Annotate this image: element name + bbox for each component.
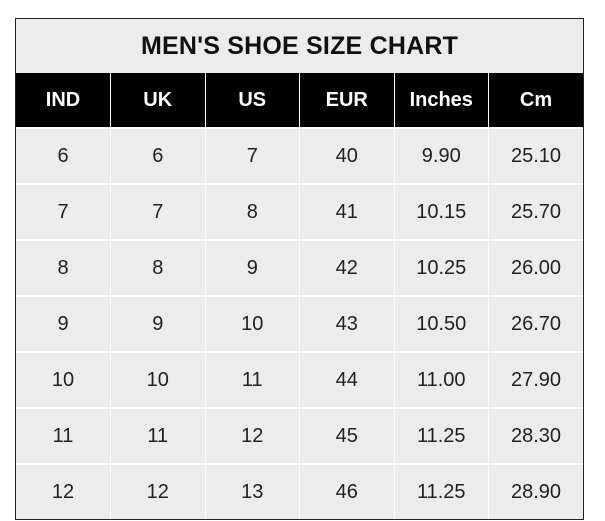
table-cell: 12: [110, 463, 205, 519]
table-cell: 9: [16, 295, 111, 352]
table-cell: 42: [299, 239, 394, 296]
header-row: IND UK US EUR Inches Cm: [16, 73, 583, 128]
column-header: IND: [16, 73, 111, 128]
table-row: 12 12 13 46 11.25 28.90: [16, 463, 583, 519]
column-header: US: [204, 73, 300, 128]
column-header: EUR: [299, 73, 394, 128]
chart-title: MEN'S SHOE SIZE CHART: [140, 31, 459, 60]
table-cell: 9.90: [393, 127, 489, 184]
table-cell: 10: [110, 351, 205, 408]
table-cell: 41: [299, 183, 394, 240]
table-cell: 11: [110, 407, 205, 464]
table-cell: 13: [204, 463, 300, 519]
table-cell: 28.30: [488, 407, 583, 464]
table-row: 10 10 11 44 11.00 27.90: [16, 351, 583, 408]
table-cell: 26.00: [488, 239, 583, 296]
table-cell: 26.70: [488, 295, 583, 352]
table-cell: 10: [16, 351, 111, 408]
table-cell: 8: [16, 239, 111, 296]
column-header: UK: [110, 73, 205, 128]
table-cell: 25.70: [488, 183, 583, 240]
size-chart: MEN'S SHOE SIZE CHART IND UK US EUR Inches Cm…: [15, 18, 584, 520]
table-cell: 7: [16, 183, 111, 240]
table-cell: 7: [110, 183, 205, 240]
table-cell: 9: [204, 239, 300, 296]
table-cell: 11: [16, 407, 111, 464]
table-cell: 10: [204, 295, 300, 352]
table-cell: 11: [204, 351, 300, 408]
table-row: 7 7 8 41 10.15 25.70: [16, 183, 583, 240]
table-cell: 12: [204, 407, 300, 464]
size-table: IND UK US EUR Inches Cm 6 6 7 40 9.90 25.10 7 7 8 41 10…: [16, 73, 583, 519]
table-cell: 6: [16, 127, 111, 184]
table-cell: 7: [204, 127, 300, 184]
table-cell: 43: [299, 295, 394, 352]
table-cell: 10.50: [393, 295, 489, 352]
table-cell: 10.15: [393, 183, 489, 240]
table-cell: 8: [110, 239, 205, 296]
table-cell: 12: [16, 463, 111, 519]
table-cell: 9: [110, 295, 205, 352]
table-row: 9 9 10 43 10.50 26.70: [16, 295, 583, 352]
table-cell: 27.90: [488, 351, 583, 408]
table-cell: 28.90: [488, 463, 583, 519]
table-cell: 25.10: [488, 127, 583, 184]
table-cell: 11.25: [393, 463, 489, 519]
table-cell: 11.00: [393, 351, 489, 408]
table-row: 11 11 12 45 11.25 28.30: [16, 407, 583, 464]
table-cell: 40: [299, 127, 394, 184]
table-row: 8 8 9 42 10.25 26.00: [16, 239, 583, 296]
table-cell: 8: [204, 183, 300, 240]
column-header: Cm: [488, 73, 583, 128]
table-cell: 45: [299, 407, 394, 464]
table-cell: 44: [299, 351, 394, 408]
table-cell: 6: [110, 127, 205, 184]
table-cell: 10.25: [393, 239, 489, 296]
table-cell: 11.25: [393, 407, 489, 464]
column-header: Inches: [393, 73, 489, 128]
table-cell: 46: [299, 463, 394, 519]
table-row: 6 6 7 40 9.90 25.10: [16, 127, 583, 184]
